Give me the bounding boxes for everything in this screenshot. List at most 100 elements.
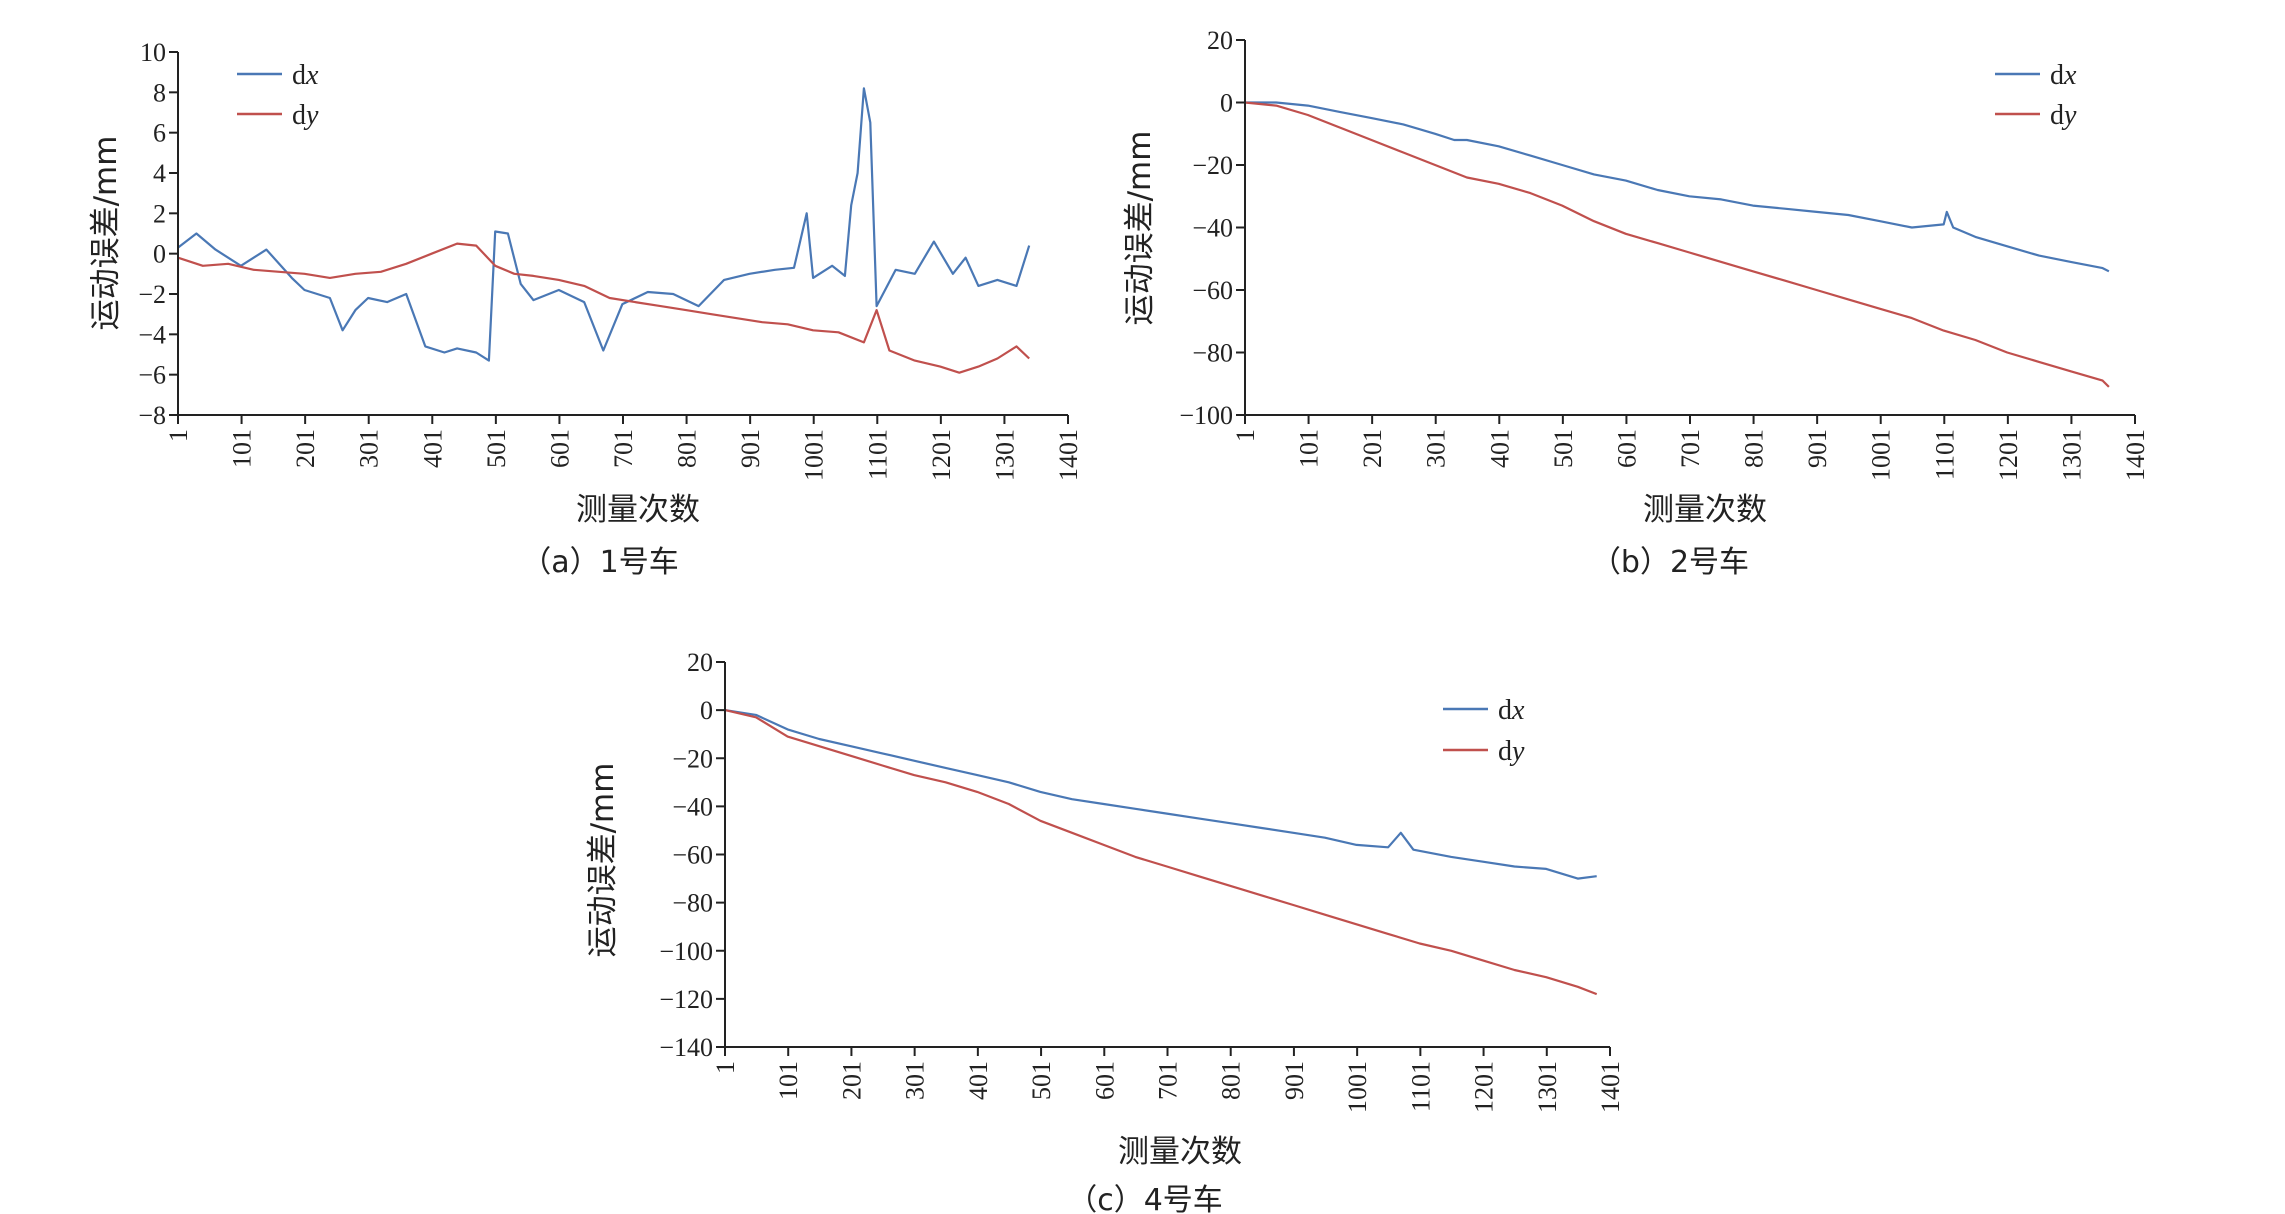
chart-c-ytick-label: −80: [672, 889, 713, 918]
chart-c-xtick-label: 901: [1280, 1061, 1309, 1100]
chart-a-ytick-label: 8: [153, 78, 166, 107]
chart-b-xtick-label: 601: [1612, 429, 1641, 468]
chart-c-xtick-label: 1401: [1596, 1061, 1625, 1113]
chart-c-xtick-label: 601: [1090, 1061, 1119, 1100]
chart-a-legend-label-dy: dy: [292, 100, 319, 131]
chart-b-legend-label-dy: dy: [2050, 100, 2077, 131]
chart-a-xtick-label: 401: [418, 429, 447, 468]
chart-a-ytick-label: 6: [153, 119, 166, 148]
chart-b-series: [1244, 101, 2110, 388]
chart-a-xtick-label: 1: [164, 429, 193, 442]
chart-a-series: [177, 87, 1031, 374]
chart-b-caption: （b）2号车: [1591, 545, 1749, 580]
chart-a-xlabel: 测量次数: [576, 492, 700, 528]
chart-b-xtick-label: 501: [1549, 429, 1578, 468]
chart-c-ylabel: 运动误差/mm: [585, 763, 621, 958]
chart-c-ytick-label: −140: [659, 1033, 713, 1062]
chart-c-xtick-label: 1001: [1343, 1061, 1372, 1113]
chart-b-ytick-label: −20: [1192, 151, 1233, 180]
chart-c-series-dx: [724, 709, 1597, 880]
chart-c-ytick-label: −20: [672, 744, 713, 773]
chart-b-xtick-label: 1101: [1930, 429, 1959, 480]
chart-a-ytick-label: 2: [153, 199, 166, 228]
chart-b-ytick-label: −80: [1192, 339, 1233, 368]
chart-c-xtick-label: 201: [837, 1061, 866, 1100]
chart-b-xtick-label: 201: [1358, 429, 1387, 468]
chart-c-legend: dx dy: [1443, 695, 1525, 767]
chart-c-xtick-label: 1: [711, 1061, 740, 1074]
chart-c-xtick-label: 801: [1217, 1061, 1246, 1100]
chart-a-xtick-label: 901: [736, 429, 765, 468]
chart-b-xtick-label: 401: [1485, 429, 1514, 468]
chart-a-ytick-label: −8: [138, 401, 166, 430]
chart-a-ytick-label: 10: [140, 38, 166, 67]
chart-a-ytick-label: −6: [138, 361, 166, 390]
chart-b-ytick-label: 20: [1207, 26, 1233, 55]
chart-c-xtick-label: 501: [1027, 1061, 1056, 1100]
chart-c-xlabel: 测量次数: [1118, 1134, 1242, 1170]
chart-a-series-dy: [177, 242, 1030, 374]
chart-a-xtick-label: 601: [545, 429, 574, 468]
chart-b-xtick-label: 1001: [1867, 429, 1896, 481]
chart-b-xtick-label: 301: [1422, 429, 1451, 468]
chart-b-series-dy: [1244, 101, 2110, 388]
chart-a-ytick-label: 4: [153, 159, 166, 188]
chart-c-ytick-label: −100: [659, 937, 713, 966]
chart-b-ylabel: 运动误差/mm: [1122, 131, 1158, 326]
chart-c-xtick-label: 1101: [1406, 1061, 1435, 1112]
chart-c-ytick-label: −40: [672, 792, 713, 821]
chart-c-series: [724, 709, 1598, 996]
chart-a-series-dx: [177, 87, 1031, 362]
chart-a-ytick-label: −2: [138, 280, 166, 309]
chart-c-legend-label-dx: dx: [1498, 695, 1525, 726]
chart-c-xtick-label: 701: [1154, 1061, 1183, 1100]
chart-a-legend-label-dx: dx: [292, 60, 319, 91]
chart-c-series-dy: [724, 709, 1598, 996]
chart-c-ticks: 200−20−40−60−80−100−120−1401 101 201 301 401…: [659, 648, 1625, 1113]
chart-b-xtick-label: 101: [1295, 429, 1324, 468]
chart-b-ytick-label: 0: [1220, 89, 1233, 118]
chart-c-xtick-label: 1301: [1533, 1061, 1562, 1113]
chart-a-xtick-label: 801: [673, 429, 702, 468]
chart-a-xtick-label: 1001: [800, 429, 829, 481]
chart-b-xtick-label: 701: [1676, 429, 1705, 468]
chart-b-xtick-label: 1: [1231, 429, 1260, 442]
chart-panel-b: 200−20−40−60−80−1001 101 201 301 401 501 601 70…: [1122, 26, 2150, 580]
chart-c-ytick-label: −120: [659, 985, 713, 1014]
chart-a-xtick-label: 201: [291, 429, 320, 468]
chart-c-caption: （c）4号车: [1067, 1183, 1223, 1214]
chart-a-xtick-label: 1101: [863, 429, 892, 480]
chart-a-xtick-label: 701: [609, 429, 638, 468]
chart-a-xtick-label: 301: [355, 429, 384, 468]
chart-c-xtick-label: 301: [901, 1061, 930, 1100]
chart-c-xtick-label: 401: [964, 1061, 993, 1100]
chart-b-ytick-label: −40: [1192, 214, 1233, 243]
chart-b-xtick-label: 1201: [1994, 429, 2023, 481]
chart-a-ytick-label: −4: [138, 320, 166, 349]
chart-b-series-dx: [1245, 101, 2110, 273]
chart-b-legend: dx dy: [1995, 60, 2077, 131]
chart-b-xtick-label: 1401: [2121, 429, 2150, 481]
chart-c-ytick-label: 20: [687, 648, 713, 677]
chart-a-xtick-label: 101: [228, 429, 257, 468]
chart-a-xtick-label: 1201: [927, 429, 956, 481]
chart-b-legend-label-dx: dx: [2050, 60, 2077, 91]
chart-a-xtick-label: 501: [482, 429, 511, 468]
chart-c-xtick-label: 101: [774, 1061, 803, 1100]
chart-c-xtick-label: 1201: [1470, 1061, 1499, 1113]
chart-a-ylabel: 运动误差/mm: [88, 136, 124, 331]
chart-panel-c: 200−20−40−60−80−100−120−1401 101 201 301 401…: [585, 648, 1625, 1214]
chart-c-ytick-label: 0: [700, 696, 713, 725]
chart-b-xtick-label: 801: [1740, 429, 1769, 468]
chart-b-xlabel: 测量次数: [1643, 492, 1767, 528]
chart-b-ytick-label: −100: [1179, 401, 1233, 430]
chart-a-ytick-label: 0: [153, 240, 166, 269]
chart-a-legend: dx dy: [237, 60, 319, 131]
chart-a-caption: （a）1号车: [521, 545, 678, 580]
chart-b-xtick-label: 1301: [2057, 429, 2086, 481]
chart-c-ytick-label: −60: [672, 841, 713, 870]
chart-a-xtick-label: 1401: [1054, 429, 1083, 481]
